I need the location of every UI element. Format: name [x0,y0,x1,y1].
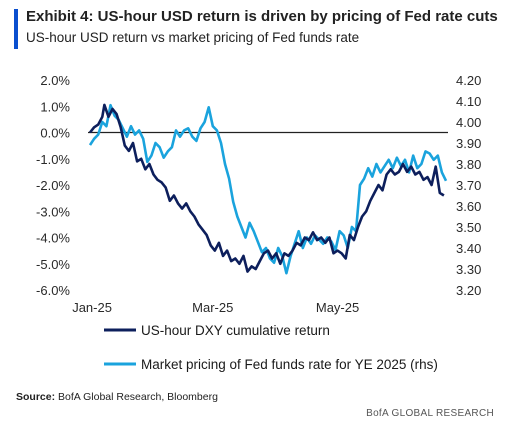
left-tick-label: -6.0% [36,283,70,298]
source-label: Source: [16,391,56,403]
right-tick-label: 3.20 [456,283,481,298]
chart-subtitle: US-hour USD return vs market pricing of … [26,30,360,45]
x-axis: Jan-25 Mar-25 May-25 [72,300,359,315]
left-tick-label: 0.0% [40,126,70,141]
chart-title: Exhibit 4: US-hour USD return is driven … [26,8,498,25]
left-tick-label: -3.0% [36,204,70,219]
left-tick-label: 1.0% [40,99,70,114]
series-layer [88,103,448,275]
title-accent-bar [14,9,18,49]
legend-label: US-hour DXY cumulative return [141,323,330,338]
x-tick-label: Jan-25 [72,300,112,315]
right-tick-label: 3.70 [456,178,481,193]
right-y-axis: 4.20 4.10 4.00 3.90 3.80 3.70 3.60 3.50 3.40 3.30… [456,73,481,298]
left-tick-label: -4.0% [36,231,70,246]
right-tick-label: 3.50 [456,220,481,235]
source-text: BofA Global Research, Bloomberg [55,391,218,403]
right-tick-label: 4.10 [456,94,481,109]
series-dxy-return-line [88,103,445,273]
right-tick-label: 3.60 [456,199,481,214]
source-note: Source: BofA Global Research, Bloomberg [16,391,218,403]
left-y-axis: 2.0% 1.0% 0.0% -1.0% -2.0% -3.0% -4.0% -5.0% -6.… [36,73,70,298]
left-tick-label: 2.0% [40,73,70,88]
right-tick-label: 3.40 [456,241,481,256]
legend-label: Market pricing of Fed funds rate for YE … [141,357,438,372]
x-tick-label: May-25 [316,300,359,315]
right-tick-label: 3.30 [456,262,481,277]
brand-label: BofA GLOBAL RESEARCH [366,408,494,419]
left-tick-label: -2.0% [36,178,70,193]
right-tick-label: 4.20 [456,73,481,88]
right-tick-label: 3.80 [456,157,481,172]
series-fed-funds-pricing-line [88,103,448,275]
legend: US-hour DXY cumulative return Market pric… [104,323,438,372]
x-tick-label: Mar-25 [192,300,233,315]
line-chart: 2.0% 1.0% 0.0% -1.0% -2.0% -3.0% -4.0% -5.0% -6.… [36,73,481,372]
right-tick-label: 3.90 [456,136,481,151]
right-tick-label: 4.00 [456,115,481,130]
left-tick-label: -1.0% [36,152,70,167]
left-tick-label: -5.0% [36,257,70,272]
